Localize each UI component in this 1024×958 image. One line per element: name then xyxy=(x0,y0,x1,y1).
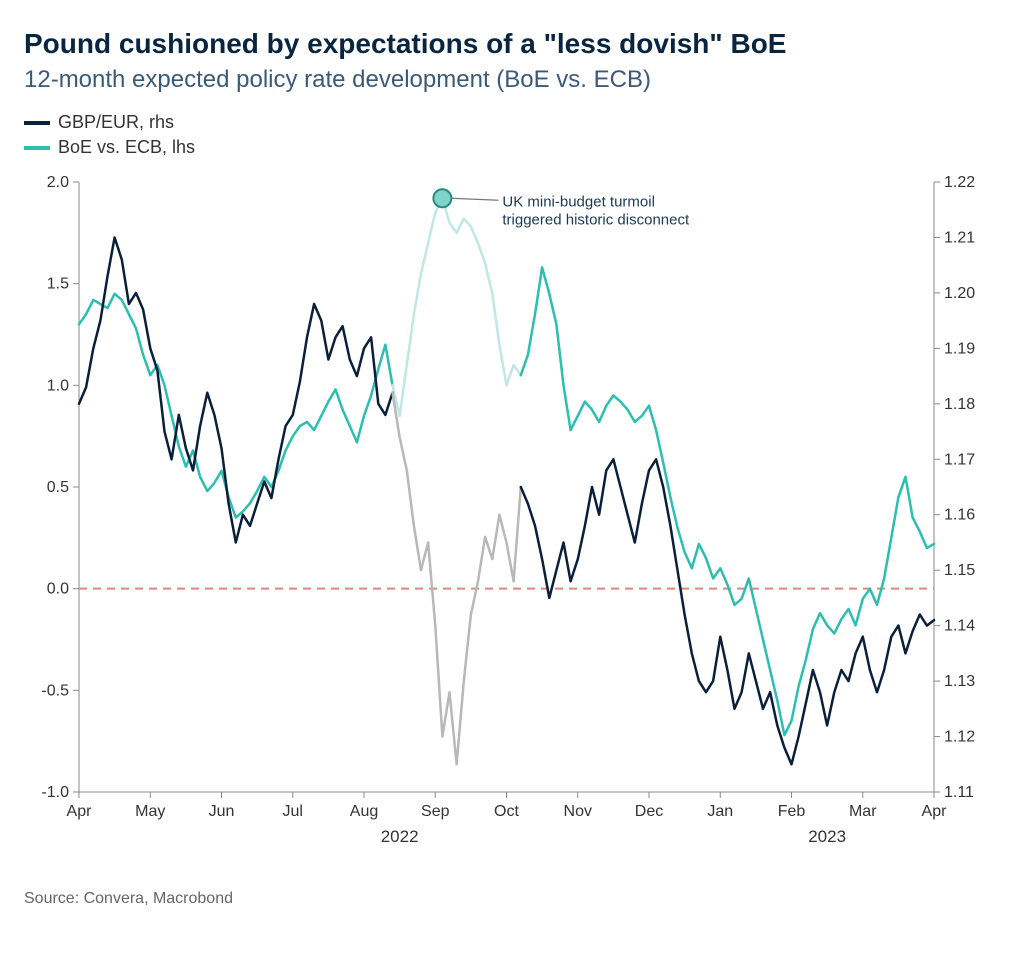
svg-text:1.15: 1.15 xyxy=(944,562,975,579)
svg-text:Dec: Dec xyxy=(635,803,663,820)
legend-label-boe-ecb: BoE vs. ECB, lhs xyxy=(58,137,195,158)
svg-text:1.17: 1.17 xyxy=(944,451,975,468)
svg-text:0.5: 0.5 xyxy=(47,479,69,496)
svg-text:Jan: Jan xyxy=(707,803,733,820)
svg-text:UK mini-budget turmoil: UK mini-budget turmoil xyxy=(502,193,655,210)
legend-item-boe-ecb: BoE vs. ECB, lhs xyxy=(24,137,1000,158)
svg-text:1.21: 1.21 xyxy=(944,229,975,246)
svg-text:-1.0: -1.0 xyxy=(41,784,69,801)
svg-text:Apr: Apr xyxy=(922,803,948,820)
legend-swatch-gbp-eur xyxy=(24,121,50,125)
svg-text:1.18: 1.18 xyxy=(944,396,975,413)
svg-text:1.22: 1.22 xyxy=(944,174,975,191)
legend-label-gbp-eur: GBP/EUR, rhs xyxy=(58,112,174,133)
legend: GBP/EUR, rhs BoE vs. ECB, lhs xyxy=(24,112,1000,158)
svg-text:1.20: 1.20 xyxy=(944,285,975,302)
svg-text:2.0: 2.0 xyxy=(47,174,69,191)
svg-text:1.5: 1.5 xyxy=(47,276,69,293)
svg-text:1.16: 1.16 xyxy=(944,507,975,524)
svg-text:Jul: Jul xyxy=(283,803,303,820)
svg-text:Sep: Sep xyxy=(421,803,450,820)
svg-text:1.11: 1.11 xyxy=(944,784,974,801)
svg-text:May: May xyxy=(135,803,165,820)
legend-swatch-boe-ecb xyxy=(24,146,50,150)
svg-text:1.14: 1.14 xyxy=(944,618,975,635)
chart-area: -1.0 -0.5 0.0 0.5 1.0 1.5 2.0 1.11 1.12 1.13 1.14 1… xyxy=(24,172,994,872)
svg-text:Oct: Oct xyxy=(494,803,519,820)
svg-text:2023: 2023 xyxy=(808,827,846,846)
svg-text:1.19: 1.19 xyxy=(944,340,975,357)
svg-text:Jun: Jun xyxy=(209,803,235,820)
svg-text:Nov: Nov xyxy=(564,803,592,820)
svg-text:0.0: 0.0 xyxy=(47,581,69,598)
chart-subtitle: 12-month expected policy rate developmen… xyxy=(24,66,1000,94)
svg-text:Apr: Apr xyxy=(67,803,93,820)
svg-text:1.12: 1.12 xyxy=(944,729,975,746)
chart-title: Pound cushioned by expectations of a "le… xyxy=(24,28,1000,60)
svg-text:Aug: Aug xyxy=(350,803,378,820)
chart-svg: -1.0 -0.5 0.0 0.5 1.0 1.5 2.0 1.11 1.12 1.13 1.14 1… xyxy=(24,172,994,872)
legend-item-gbp-eur: GBP/EUR, rhs xyxy=(24,112,1000,133)
svg-text:Feb: Feb xyxy=(778,803,806,820)
svg-text:1.13: 1.13 xyxy=(944,673,975,690)
svg-text:1.0: 1.0 xyxy=(47,377,69,394)
svg-text:2022: 2022 xyxy=(381,827,419,846)
svg-text:triggered historic disconnect: triggered historic disconnect xyxy=(502,211,690,228)
source-text: Source: Convera, Macrobond xyxy=(24,890,1000,908)
svg-text:-0.5: -0.5 xyxy=(41,682,69,699)
svg-text:Mar: Mar xyxy=(849,803,877,820)
